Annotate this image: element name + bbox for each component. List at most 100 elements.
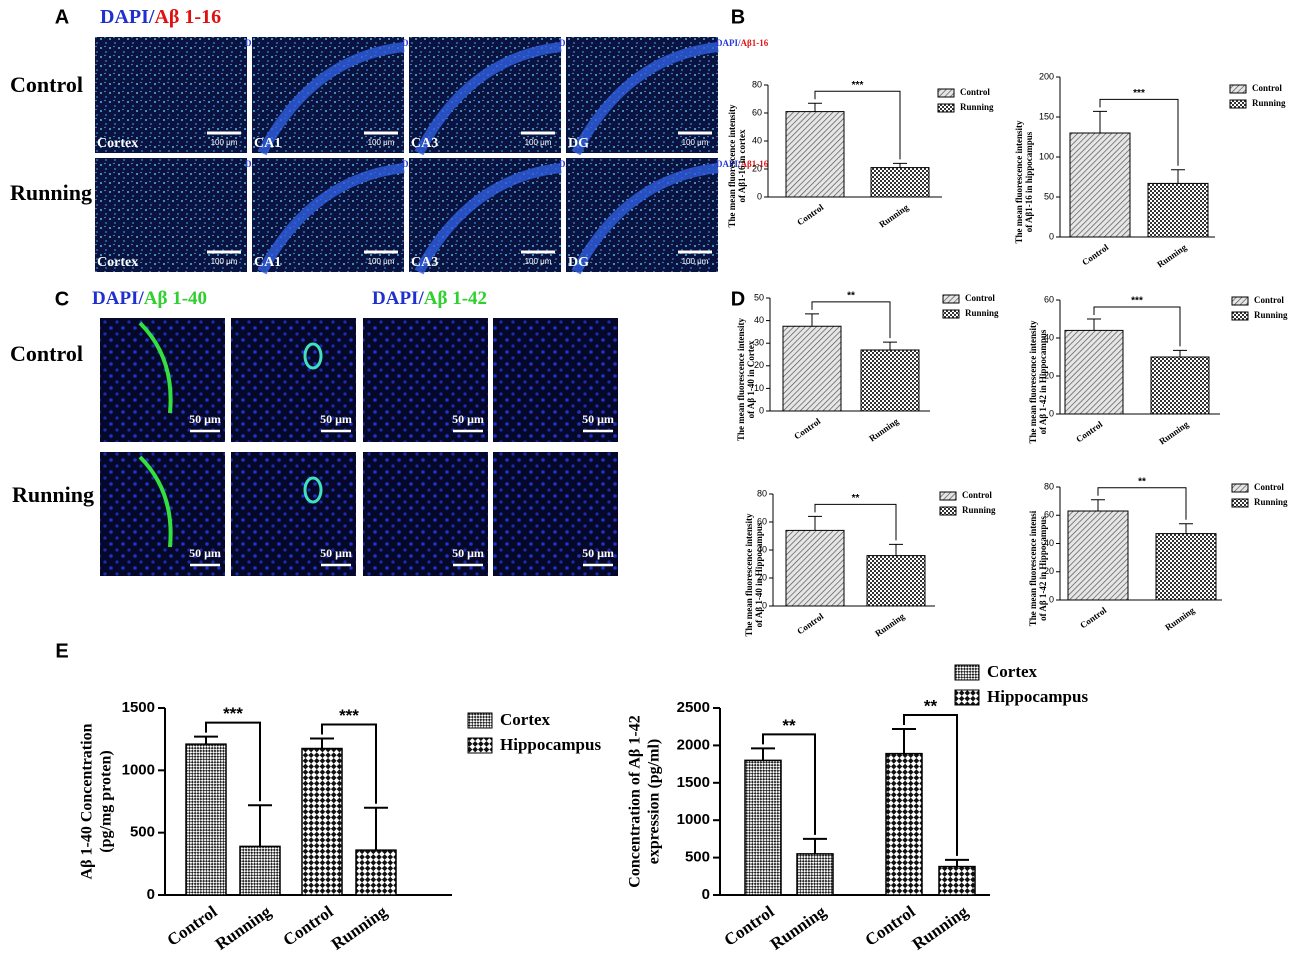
y-tick-label: 60 — [757, 516, 767, 526]
significance-label: *** — [223, 704, 243, 723]
legend-swatch — [939, 506, 957, 516]
y-axis-label: expression (pg/ml) — [646, 739, 663, 864]
micrograph — [493, 452, 618, 576]
legend-label: Cortex — [987, 662, 1038, 681]
panel-c-title: DAPI/Aβ 1-42 — [372, 288, 487, 309]
bar — [870, 167, 930, 198]
error-bar — [248, 804, 272, 847]
scale-label: 50 μm — [582, 546, 614, 560]
y-tick-label: 10 — [754, 383, 764, 393]
y-tick-label: 50 — [754, 292, 764, 302]
significance-bracket — [1099, 98, 1179, 166]
significance-bracket — [321, 723, 377, 804]
y-tick-label: 1500 — [677, 774, 710, 791]
image-overlay-label: DAPI/Aβ1-16 — [716, 38, 769, 48]
x-tick-label: Running — [909, 902, 972, 954]
cell-layer — [414, 163, 562, 275]
scale-label: 100 μm — [211, 257, 238, 266]
stain: DAPI/ — [92, 288, 144, 309]
legend-swatch — [954, 664, 980, 681]
vessel — [138, 455, 173, 548]
y-tick-label: 20 — [1044, 370, 1054, 380]
legend-swatch — [1231, 311, 1249, 321]
scale-label: 50 μm — [452, 546, 484, 560]
y-tick-label: 60 — [1044, 294, 1054, 304]
x-tick-label: Control — [861, 902, 918, 950]
panel-a-title: DAPI/Aβ 1-16 — [100, 6, 221, 28]
legend-swatch — [942, 309, 960, 319]
y-tick-label: 80 — [752, 79, 762, 89]
bar — [860, 349, 920, 412]
panel-letter: C — [55, 288, 69, 310]
y-tick-label: 40 — [1044, 332, 1054, 342]
scale-label: 100 μm — [368, 138, 395, 147]
bar — [782, 325, 842, 412]
y-axis-label: of Aβ 1-40 in Cortex — [746, 340, 756, 418]
micrograph — [363, 318, 488, 442]
x-tick-label: Running — [328, 902, 391, 954]
significance-bracket — [814, 503, 897, 541]
legend-swatch — [939, 491, 957, 501]
scale-label: 100 μm — [525, 257, 552, 266]
image-overlay-label: DAPI/Aβ1-16 — [716, 159, 769, 169]
bar — [301, 747, 343, 896]
bar — [785, 111, 845, 198]
y-tick-label: 100 — [1039, 151, 1054, 161]
vessel — [303, 342, 323, 370]
legend-label: Running — [1252, 98, 1286, 108]
legend-swatch — [1231, 483, 1249, 493]
legend-label: Running — [1254, 310, 1288, 320]
y-axis-label: The mean fluorescence intensity — [727, 104, 737, 228]
y-axis-label: The mean fluorescence intensity — [1014, 120, 1024, 244]
error-bar — [1087, 318, 1101, 331]
row-label: Running — [10, 180, 92, 205]
bar — [885, 752, 923, 896]
y-tick-label: 80 — [1044, 481, 1054, 491]
legend-swatch — [1231, 296, 1249, 306]
scale-label: 100 μm — [682, 138, 709, 147]
x-tick-label: Control — [795, 202, 826, 228]
scale-label: 100 μm — [682, 257, 709, 266]
stain: DAPI/ — [716, 159, 741, 169]
significance-bracket — [1093, 306, 1181, 347]
legend-swatch — [1231, 498, 1249, 508]
legend-swatch — [937, 103, 955, 113]
y-tick-label: 40 — [757, 544, 767, 554]
region-label: DG — [568, 136, 589, 151]
y-axis-label: of Aβ1-16 in cortex — [737, 129, 747, 202]
error-bar — [310, 737, 334, 749]
bar — [938, 865, 976, 896]
scale-label: 50 μm — [452, 412, 484, 426]
region-label: DG — [568, 255, 589, 270]
cell-layer — [257, 42, 405, 156]
micrograph — [493, 318, 618, 442]
region-label: CA3 — [411, 255, 438, 270]
y-tick-label: 20 — [1044, 566, 1054, 576]
legend-swatch — [954, 689, 980, 706]
scale-label: 50 μm — [189, 546, 221, 560]
x-tick-label: Running — [1157, 419, 1191, 447]
stain: DAPI/ — [372, 288, 424, 309]
cell-layer — [571, 163, 719, 275]
error-bar — [194, 735, 218, 745]
error-bar — [945, 858, 969, 867]
error-bar — [892, 727, 916, 754]
bar — [866, 555, 926, 607]
y-tick-label: 200 — [1039, 71, 1054, 81]
x-tick-label: Running — [867, 416, 901, 444]
y-tick-label: 1500 — [122, 699, 155, 716]
scale-label: 50 μm — [320, 546, 352, 560]
legend-label: Hippocampus — [987, 687, 1088, 706]
y-axis-label: of Aβ 1-40 in Hippocampus — [754, 522, 764, 627]
y-axis-label: Concentration of Aβ 1-42 — [627, 715, 644, 887]
y-tick-label: 20 — [757, 572, 767, 582]
bar — [744, 759, 782, 896]
y-axis-label: of Aβ 1-42 in Hippocampus — [1038, 329, 1048, 434]
bar — [1147, 182, 1209, 238]
legend-swatch — [467, 712, 493, 729]
x-tick-label: Control — [163, 902, 220, 950]
significance-bracket — [811, 301, 891, 339]
y-axis-label: of Aβ 1-42 in Hippocampus — [1038, 516, 1048, 621]
y-tick-label: 40 — [1044, 538, 1054, 548]
region-label: Cortex — [97, 136, 138, 151]
